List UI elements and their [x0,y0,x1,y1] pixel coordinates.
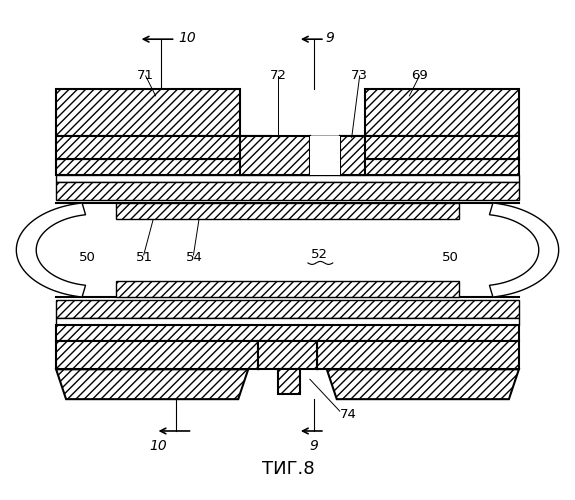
Bar [56,158,519,176]
Bar [56,89,240,136]
Text: 52: 52 [311,248,328,262]
Text: 10: 10 [150,439,167,453]
Text: 9: 9 [326,31,335,45]
Bar [56,300,519,318]
Text: 71: 71 [76,373,93,386]
Text: 54: 54 [186,252,202,264]
Polygon shape [317,342,519,369]
Text: 69: 69 [411,70,428,82]
Bar [340,136,365,175]
Text: ΤИГ.8: ΤИГ.8 [262,460,315,478]
Text: 51: 51 [136,252,153,264]
Bar [365,89,519,136]
Bar [240,136,310,175]
Bar [258,342,317,369]
Bar [56,136,270,158]
Bar [56,318,519,324]
Bar [56,182,519,200]
Text: 9: 9 [309,439,319,453]
Bar [116,204,459,219]
Bar [116,281,459,296]
Bar [56,204,519,296]
Bar [310,136,340,158]
Text: 50: 50 [79,252,96,264]
Text: 74: 74 [340,408,356,420]
Bar [56,176,519,182]
Bar [310,136,340,175]
Text: 72: 72 [270,70,286,82]
Text: 71: 71 [137,70,154,82]
Polygon shape [327,370,519,399]
Bar [340,136,519,158]
Text: 73: 73 [351,70,368,82]
Polygon shape [56,342,258,369]
Polygon shape [16,203,86,297]
Polygon shape [489,203,559,297]
Bar [278,370,300,394]
Polygon shape [56,370,248,399]
Text: 10: 10 [178,31,196,45]
Bar [56,324,519,342]
Text: 50: 50 [442,252,459,264]
